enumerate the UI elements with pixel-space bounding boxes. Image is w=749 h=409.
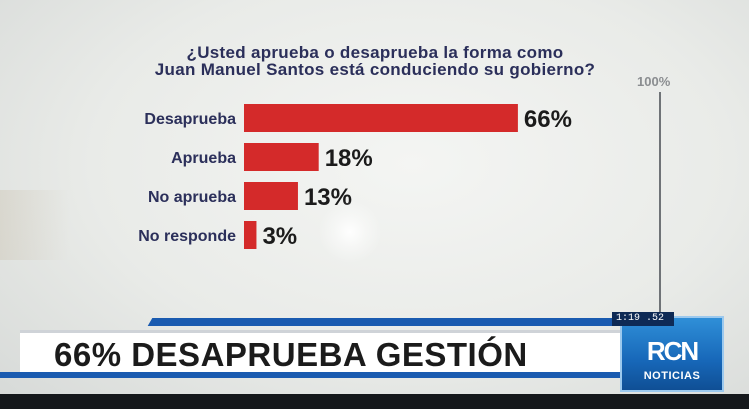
- category-label: No aprueba: [148, 189, 236, 206]
- reference-label: 100%: [637, 74, 671, 89]
- headline-bar: 66% DESAPRUEBA GESTIÓN: [20, 330, 620, 377]
- chart-title: ¿Usted aprueba o desaprueba la forma com…: [95, 44, 655, 78]
- screen-bezel: [0, 394, 749, 409]
- headline-text: 66% DESAPRUEBA GESTIÓN: [54, 336, 528, 373]
- value-label: 18%: [325, 145, 373, 172]
- category-label: Desaprueba: [144, 111, 236, 128]
- news-banner: 66% DESAPRUEBA GESTIÓN RCN NOTICIAS 1:19…: [0, 312, 749, 409]
- screen-smudge: [0, 190, 70, 260]
- value-label: 3%: [262, 223, 297, 250]
- bar: [244, 182, 298, 210]
- value-label: 66%: [524, 106, 572, 133]
- bar: [244, 104, 518, 132]
- bar-chart: Desaprueba 66%Aprueba 18%No aprueba 13%No r…: [138, 104, 572, 250]
- logo-text: NOTICIAS: [643, 370, 701, 382]
- clock-readout: 1:19 .52: [612, 312, 674, 326]
- bar: [244, 221, 257, 249]
- channel-logo: RCN NOTICIAS: [620, 316, 724, 392]
- light-glare: [318, 200, 382, 264]
- rcn-logo-icon: RCN: [646, 336, 699, 366]
- bar: [244, 143, 319, 171]
- chart-title-line-2: Juan Manuel Santos está conduciendo su g…: [154, 60, 596, 79]
- reference-line: [659, 92, 661, 320]
- chart-title-line-1: ¿Usted aprueba o desaprueba la forma com…: [186, 43, 564, 62]
- category-label: No responde: [138, 228, 236, 245]
- banner-accent-bottom: [0, 372, 700, 378]
- banner-accent-top: [147, 318, 683, 326]
- category-label: Aprueba: [171, 150, 236, 167]
